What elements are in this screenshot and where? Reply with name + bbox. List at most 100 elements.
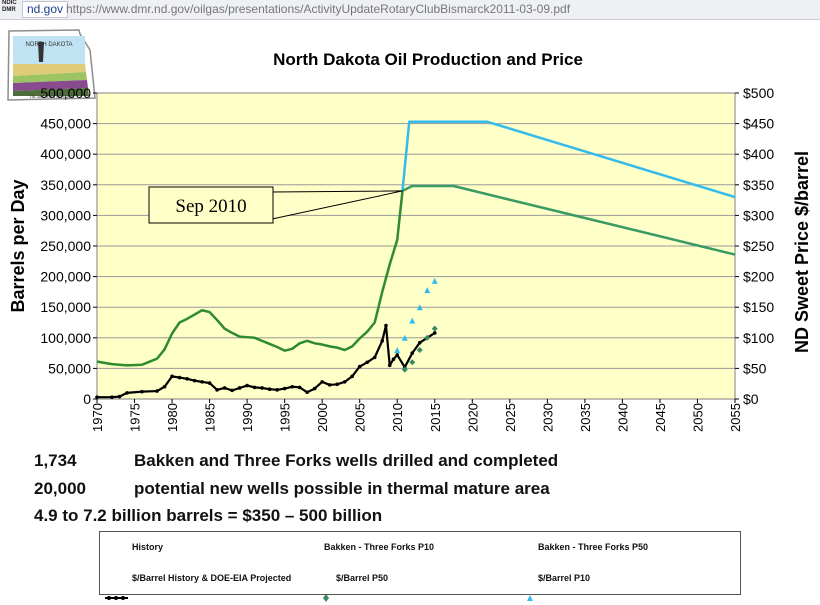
series-layer xyxy=(95,120,736,399)
chart-title: North Dakota Oil Production and Price xyxy=(273,50,583,69)
price-point xyxy=(200,380,204,384)
p10-price-point xyxy=(409,317,416,324)
series-line-0 xyxy=(96,190,404,367)
y-tick-label: 450,000 xyxy=(40,116,91,132)
y2-tick-label: $250 xyxy=(743,238,774,254)
p50-price-point xyxy=(401,366,408,373)
price-point xyxy=(230,388,234,393)
price-point xyxy=(387,363,392,368)
y2-tick-label: $350 xyxy=(743,177,774,193)
x-tick-label: 2010 xyxy=(390,403,405,432)
ndic-badge: NDIC DMR xyxy=(2,0,17,13)
x-tick-label: 2040 xyxy=(615,403,630,432)
x-tick-label: 1985 xyxy=(203,403,218,432)
price-point xyxy=(391,357,396,362)
x-tick-label: 1975 xyxy=(128,403,143,432)
stat-wells-drilled-num: 1,734 xyxy=(34,451,77,470)
y-tick-label: 150,000 xyxy=(40,299,91,315)
price-point xyxy=(282,386,287,391)
price-point xyxy=(192,378,197,383)
legend-p50: Bakken - Three Forks P50 xyxy=(538,542,649,552)
y-axis-ticks: 0 50,000 100,000 150,000 200,000 250,000 300,0… xyxy=(40,85,97,407)
y2-tick-label: $150 xyxy=(743,299,774,315)
y2-tick-label: $500 xyxy=(743,85,774,101)
y2-tick-label: $50 xyxy=(743,360,767,376)
chart: NORTH DAKOTA OIL AND GAS DIVISION North … xyxy=(7,29,812,602)
p10-price-point xyxy=(416,304,423,311)
y-tick-label: 200,000 xyxy=(40,269,91,285)
y-tick-label: 50,000 xyxy=(48,360,91,376)
site-label[interactable]: nd.gov xyxy=(22,1,69,18)
price-point xyxy=(110,395,114,399)
x-tick-label: 1990 xyxy=(240,403,255,432)
price-point xyxy=(410,351,415,355)
price-point xyxy=(117,394,122,399)
series-line-2 xyxy=(401,184,736,256)
price-point xyxy=(350,374,355,379)
p50-price-point xyxy=(409,359,416,366)
price-point xyxy=(207,381,212,385)
y-tick-label: 100,000 xyxy=(40,330,91,346)
y-tick-label: 400,000 xyxy=(40,146,91,162)
price-point xyxy=(215,388,219,392)
annotation-label: Sep 2010 xyxy=(175,196,246,217)
x-tick-label: 2020 xyxy=(465,403,480,432)
y2-tick-label: $450 xyxy=(743,116,774,132)
x-tick-label: 2035 xyxy=(578,403,593,432)
price-point xyxy=(395,353,400,357)
legend-price-p10: $/Barrel P10 xyxy=(538,573,591,583)
price-point xyxy=(327,383,332,387)
stat-potential-wells-num: 20,000 xyxy=(34,479,86,498)
p10-price-point xyxy=(394,347,401,354)
price-point xyxy=(125,391,129,395)
price-point xyxy=(155,389,159,393)
p50-price-point xyxy=(416,347,423,354)
price-point xyxy=(177,375,182,380)
y2-tick-label: $0 xyxy=(743,391,759,407)
logo-text-1: NORTH DAKOTA xyxy=(25,42,72,48)
legend-price-history: $/Barrel History & DOE-EIA Projected xyxy=(132,573,292,583)
ndic-logo: NORTH DAKOTA OIL AND GAS DIVISION xyxy=(7,29,96,101)
p50-price-point xyxy=(431,325,438,332)
legend-p10: Bakken - Three Forks P10 xyxy=(324,542,435,552)
y-tick-label: 300,000 xyxy=(40,207,91,223)
y2-tick-label: $200 xyxy=(743,269,774,285)
legend-history: History xyxy=(132,542,164,552)
x-tick-label: 1980 xyxy=(165,403,180,432)
y2-tick-label: $400 xyxy=(743,146,774,162)
stat-potential-wells: 20,000 potential new wells possible in th… xyxy=(34,479,550,499)
browser-toolbar: NDIC DMR nd.gov https://www.dmr.nd.gov/o… xyxy=(0,0,820,20)
price-point xyxy=(365,360,370,365)
logo-text-2: OIL AND GAS DIVISION xyxy=(30,94,74,99)
price-point xyxy=(245,383,249,388)
price-point xyxy=(417,340,422,345)
y-tick-label: 0 xyxy=(83,391,91,407)
p10-price-point xyxy=(401,334,408,341)
x-tick-label: 1995 xyxy=(278,403,293,432)
price-point xyxy=(384,323,388,328)
price-point xyxy=(312,386,317,391)
y-tick-label: 500,000 xyxy=(40,85,91,101)
stat-reserves: 4.9 to 7.2 billion barrels = $350 – 500 … xyxy=(34,506,382,526)
x-tick-label: 2000 xyxy=(315,403,330,432)
price-point xyxy=(357,364,362,369)
price-point xyxy=(275,388,279,392)
price-point xyxy=(335,382,339,387)
p10-price-point xyxy=(424,287,431,294)
x-tick-label: 2015 xyxy=(428,403,443,432)
p10-price-point xyxy=(431,277,438,284)
legend: History Bakken - Three Forks P10 Bakken … xyxy=(99,531,741,595)
x-tick-label: 1970 xyxy=(90,403,105,432)
price-point xyxy=(237,386,242,390)
price-point xyxy=(162,384,167,389)
x-tick-label: 2050 xyxy=(690,403,705,432)
series-line-1 xyxy=(401,120,736,199)
price-point xyxy=(140,389,144,394)
price-point xyxy=(222,386,227,390)
x-tick-label: 2025 xyxy=(503,403,518,432)
y-axis-label: Barrels per Day xyxy=(8,179,28,312)
price-point xyxy=(432,331,437,335)
price-point xyxy=(260,386,264,390)
url-text[interactable]: https://www.dmr.nd.gov/oilgas/presentati… xyxy=(66,2,571,16)
y2-axis-ticks: $0 $50 $100 $150 $200 $250 $300 $350 $400 $450 $50… xyxy=(735,85,774,407)
